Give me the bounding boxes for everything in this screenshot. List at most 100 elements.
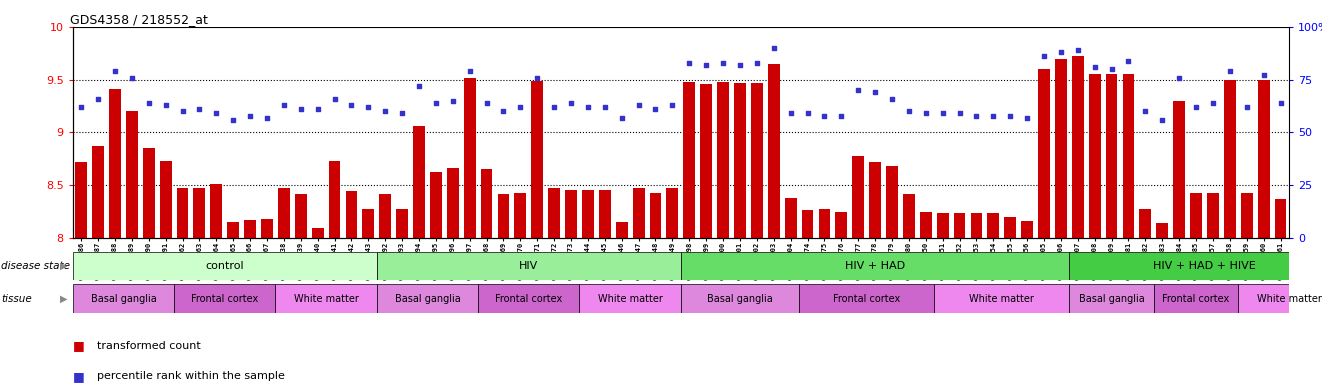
Text: Basal ganglia: Basal ganglia <box>394 293 460 304</box>
Bar <box>278 189 290 238</box>
Point <box>1067 47 1088 53</box>
Point <box>678 60 699 66</box>
Point <box>1236 104 1257 110</box>
Bar <box>377 284 479 313</box>
Bar <box>177 189 189 238</box>
Point <box>274 102 295 108</box>
Bar <box>1207 193 1219 238</box>
Bar <box>479 284 579 313</box>
Bar <box>143 148 155 238</box>
Bar <box>514 193 526 238</box>
Point <box>999 113 1021 119</box>
Bar <box>801 210 813 238</box>
Bar <box>464 78 476 238</box>
Bar <box>1038 69 1050 238</box>
Bar <box>649 193 661 238</box>
Point <box>1134 108 1155 114</box>
Point <box>949 111 970 117</box>
Bar <box>175 284 275 313</box>
Bar <box>397 209 408 238</box>
Bar <box>1021 221 1032 238</box>
Point <box>746 60 767 66</box>
Point <box>713 60 734 66</box>
Bar <box>126 111 137 238</box>
Point <box>374 108 395 114</box>
Bar <box>108 89 120 238</box>
Point <box>526 74 547 81</box>
Bar <box>160 161 172 238</box>
Point <box>1050 49 1071 55</box>
Text: White matter: White matter <box>598 293 662 304</box>
Bar <box>717 82 728 238</box>
Bar <box>768 64 780 238</box>
Point <box>645 106 666 112</box>
Bar <box>1089 74 1101 238</box>
Point <box>104 68 126 74</box>
Bar <box>579 284 681 313</box>
Point <box>780 111 801 117</box>
Point <box>932 111 953 117</box>
Bar <box>1105 74 1117 238</box>
Bar <box>1224 79 1236 238</box>
Bar <box>683 82 695 238</box>
Bar <box>210 184 222 238</box>
Bar <box>227 222 239 238</box>
Point <box>324 96 345 102</box>
Bar <box>377 252 681 280</box>
Bar <box>798 284 935 313</box>
Bar <box>681 252 1069 280</box>
Text: Basal ganglia: Basal ganglia <box>707 293 773 304</box>
Bar <box>920 212 932 238</box>
Bar <box>1005 217 1017 238</box>
Point <box>426 100 447 106</box>
Point <box>830 113 851 119</box>
Point <box>442 98 464 104</box>
Point <box>595 104 616 110</box>
Point <box>543 104 564 110</box>
Bar <box>1154 284 1239 313</box>
Bar <box>1055 59 1067 238</box>
Text: HIV + HAD + HIVE: HIV + HAD + HIVE <box>1153 261 1256 271</box>
Point <box>155 102 176 108</box>
Bar <box>1069 252 1322 280</box>
Point <box>982 113 1003 119</box>
Text: Frontal cortex: Frontal cortex <box>1162 293 1229 304</box>
Text: disease state: disease state <box>1 261 70 271</box>
Bar <box>531 81 543 238</box>
Point <box>1034 53 1055 60</box>
Point <box>847 87 869 93</box>
Bar <box>1190 193 1202 238</box>
Bar <box>970 213 982 238</box>
Point <box>341 102 362 108</box>
Text: White matter: White matter <box>293 293 358 304</box>
Point <box>865 89 886 96</box>
Bar <box>75 162 87 238</box>
Bar <box>1239 284 1322 313</box>
Point <box>189 106 210 112</box>
Bar <box>853 156 865 238</box>
Point <box>510 104 531 110</box>
Bar <box>751 83 763 238</box>
Point <box>291 106 312 112</box>
Bar <box>836 212 847 238</box>
Text: tissue: tissue <box>1 293 32 304</box>
Point <box>358 104 379 110</box>
Bar <box>275 284 377 313</box>
Point <box>1084 64 1105 70</box>
Bar <box>818 209 830 238</box>
Text: White matter: White matter <box>969 293 1034 304</box>
Point <box>1253 73 1274 79</box>
Text: GDS4358 / 218552_at: GDS4358 / 218552_at <box>70 13 208 26</box>
Point <box>814 113 836 119</box>
Bar <box>447 168 459 238</box>
Bar <box>666 189 678 238</box>
Point <box>459 68 480 74</box>
Bar <box>734 83 746 238</box>
Point <box>239 113 260 119</box>
Bar <box>1122 74 1134 238</box>
Text: transformed count: transformed count <box>97 341 200 351</box>
Text: percentile rank within the sample: percentile rank within the sample <box>97 371 284 381</box>
Point <box>1169 74 1190 81</box>
Bar <box>481 169 493 238</box>
Point <box>408 83 430 89</box>
